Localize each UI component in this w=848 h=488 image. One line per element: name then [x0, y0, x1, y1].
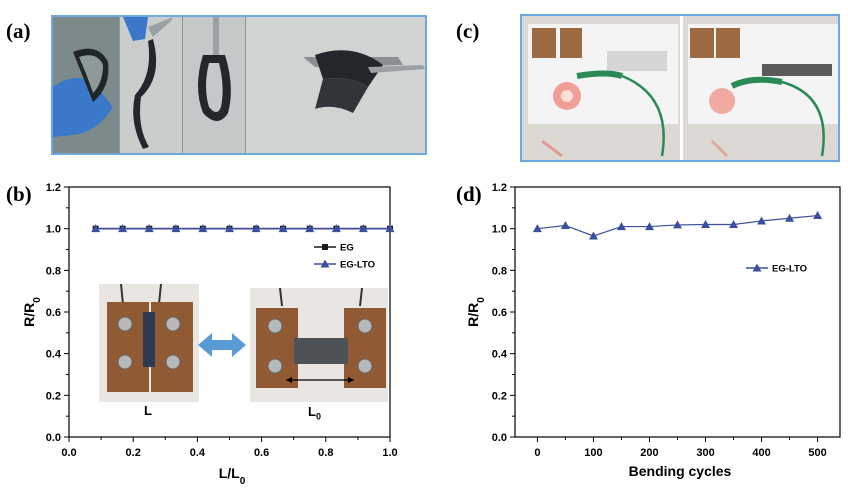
point-eg-lto-10 [813, 211, 822, 219]
x-tick-label: 300 [696, 447, 714, 459]
x-tick-label: 0 [534, 447, 540, 459]
point-eg-lto-1 [561, 221, 570, 229]
y-tick-label: 1.0 [492, 224, 507, 236]
y-axis-title-sub: 0 [476, 297, 487, 303]
y-tick-label: 0.2 [492, 390, 507, 402]
x-tick-label: 100 [584, 447, 602, 459]
y-axis-title: R/R0 [465, 297, 487, 327]
x-tick-label: 200 [640, 447, 658, 459]
y-tick-label: 0.0 [492, 432, 507, 444]
y-tick-label: 1.2 [492, 182, 507, 194]
y-tick-label: 0.4 [492, 349, 508, 361]
x-axis-title-main: Bending cycles [629, 463, 732, 479]
chart-d-content: 0.0 0.2 0.4 0.6 0.8 1.0 1.2 0 100 200 300 400 500 R/R… [465, 182, 840, 479]
x-tick-label: 400 [752, 447, 770, 459]
x-axis-title: Bending cycles [629, 463, 732, 479]
x-tick-label: 500 [808, 447, 826, 459]
y-tick-label: 0.8 [492, 265, 507, 277]
y-axis-title-main: R/R [465, 303, 481, 327]
legend-label-eg-lto: EG-LTO [772, 264, 807, 275]
y-tick-label: 0.6 [492, 307, 507, 319]
